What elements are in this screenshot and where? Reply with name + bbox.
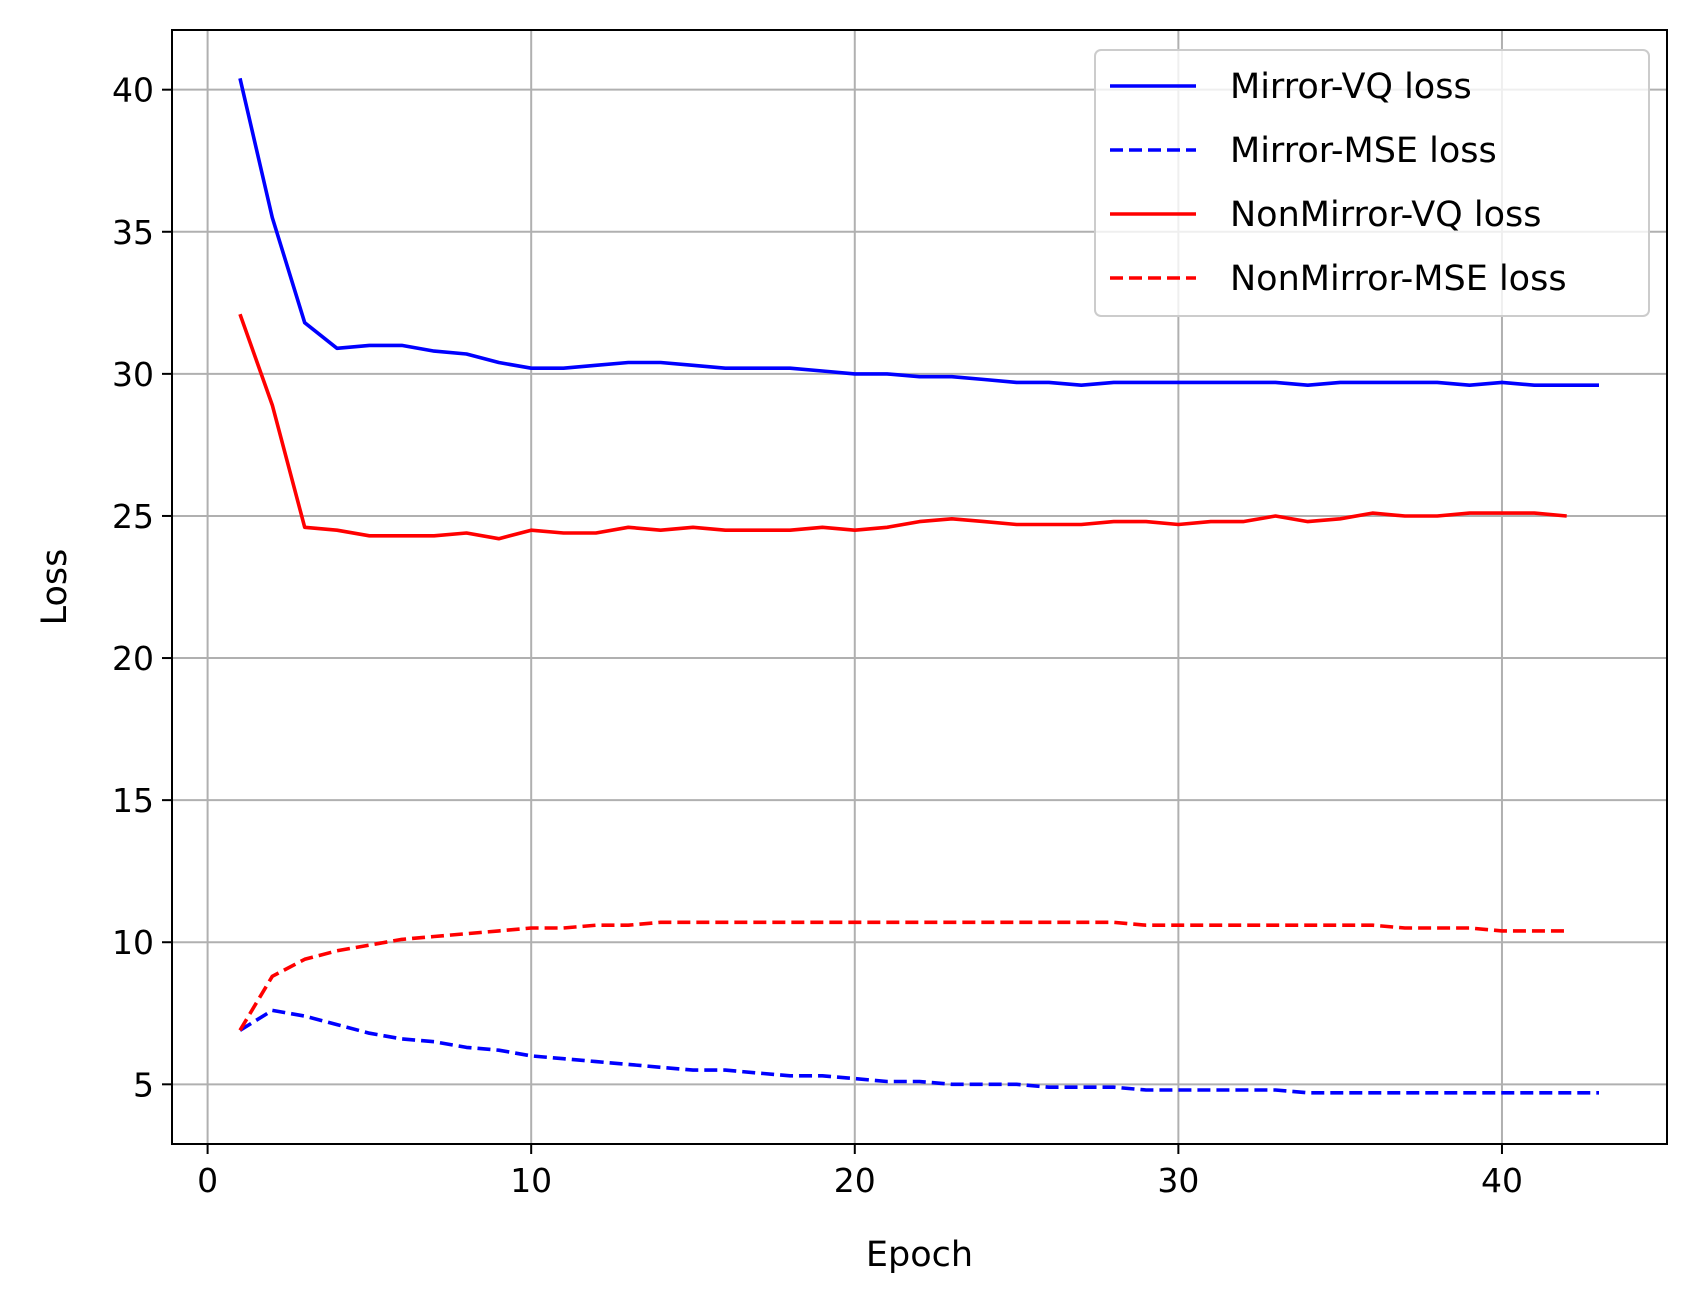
legend-label-mirror-mse: Mirror-MSE loss <box>1230 131 1497 171</box>
y-tick-label-25: 25 <box>112 497 154 536</box>
x-axis-label: Epoch <box>866 1235 973 1275</box>
x-tick-label-10: 10 <box>510 1161 552 1200</box>
y-tick-label-15: 15 <box>112 781 154 820</box>
legend: Mirror-VQ loss Mirror-MSE loss NonMirror… <box>1094 49 1650 317</box>
y-tick-label-5: 5 <box>133 1065 154 1104</box>
series-line-mirror-mse-loss <box>239 1008 1599 1095</box>
x-tick-label-0: 0 <box>197 1161 218 1200</box>
y-tick-label-10: 10 <box>112 923 154 962</box>
legend-label-mirror-vq: Mirror-VQ loss <box>1230 67 1472 107</box>
x-tick-label-30: 30 <box>1157 1161 1199 1200</box>
series-line-nonmirror-vq-loss <box>238 313 1567 541</box>
y-tick-label-40: 40 <box>112 71 154 110</box>
y-tick-label-35: 35 <box>112 213 154 252</box>
y-tick-label-30: 30 <box>112 355 154 394</box>
legend-label-nonmirror-vq: NonMirror-VQ loss <box>1230 195 1541 235</box>
y-axis-label: Loss <box>35 549 75 626</box>
x-tick-label-40: 40 <box>1481 1161 1523 1200</box>
legend-label-nonmirror-mse: NonMirror-MSE loss <box>1230 259 1567 299</box>
series-group <box>238 77 1599 1095</box>
x-tick-label-20: 20 <box>834 1161 876 1200</box>
series-line-mirror-vq-loss <box>238 77 1599 388</box>
plot-frame <box>171 29 1668 1145</box>
legend-frame <box>1094 49 1650 317</box>
ticks: 0 10 20 30 40 5 10 15 20 25 30 35 40 <box>112 71 1523 1200</box>
series-line-nonmirror-mse-loss <box>238 920 1567 1032</box>
y-tick-label-20: 20 <box>112 639 154 678</box>
